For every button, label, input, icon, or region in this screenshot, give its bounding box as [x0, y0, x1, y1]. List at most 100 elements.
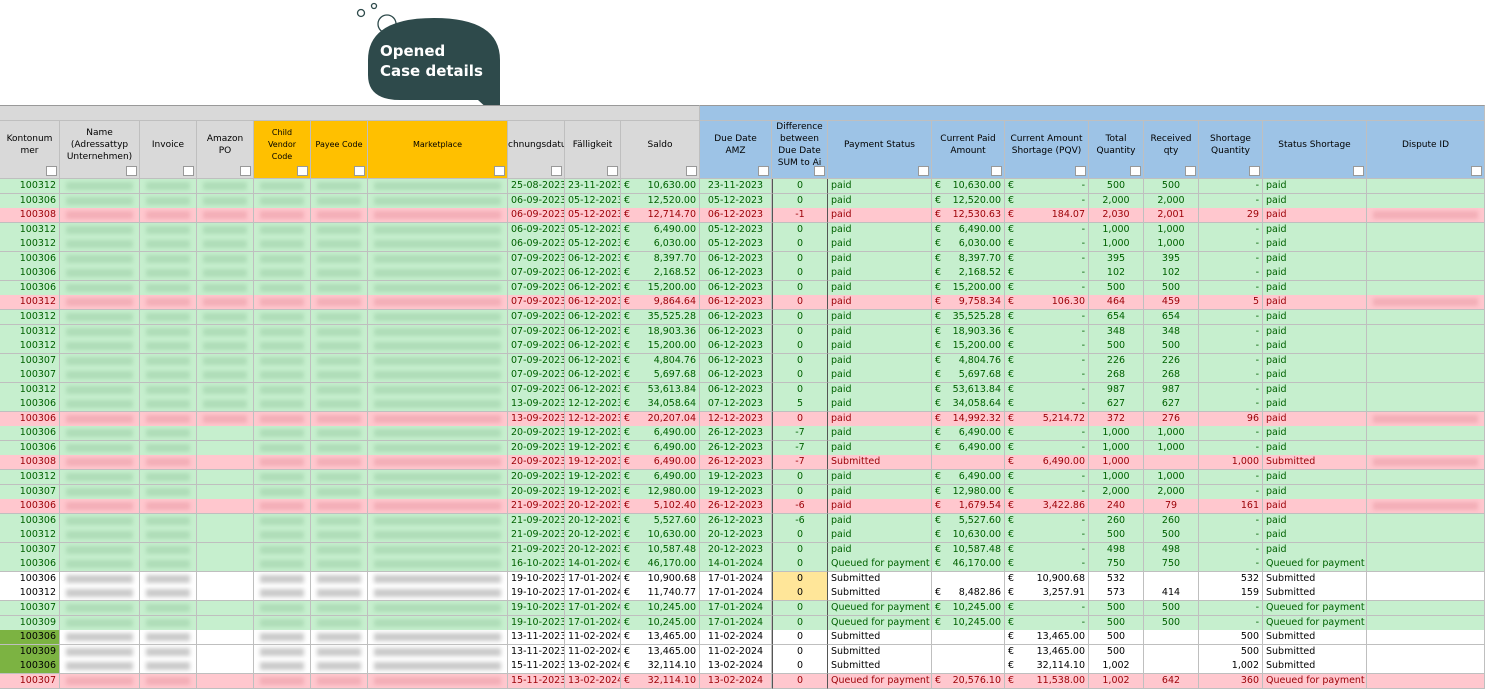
redacted-text	[146, 487, 190, 496]
cell	[197, 222, 254, 238]
cell	[60, 615, 140, 631]
cell: 0	[772, 644, 828, 660]
cell: paid	[828, 353, 932, 369]
redacted-text	[374, 342, 501, 351]
cell: 23-11-2023	[700, 179, 772, 195]
cell-text: 20-12-2023	[707, 529, 764, 541]
cell-text: 100306	[19, 194, 56, 206]
filter-button[interactable]	[1075, 166, 1086, 176]
cell: 06-12-2023	[565, 339, 621, 355]
cell-text: 2,000	[1157, 194, 1185, 206]
cell: -	[1199, 557, 1263, 573]
cell: paid	[828, 208, 932, 224]
filter-button[interactable]	[240, 166, 251, 176]
cell-text: 10,630.00	[952, 529, 1001, 541]
cell	[254, 193, 311, 209]
filter-button[interactable]	[494, 166, 505, 176]
cell-text: 100312	[19, 383, 56, 395]
cell-text: Queued for payment	[831, 616, 930, 628]
cell-text: paid	[1266, 325, 1287, 337]
cell-text: 06-12-2023	[568, 369, 621, 381]
cell	[140, 237, 197, 253]
cell-text: 100306	[19, 427, 56, 439]
currency-sign: €	[1008, 601, 1015, 613]
cell: paid	[1263, 324, 1367, 340]
cell-text: 500	[1106, 616, 1126, 628]
cell	[254, 600, 311, 616]
cell-text: 100307	[19, 369, 56, 381]
cell: -	[1199, 222, 1263, 238]
cell-text: -7	[795, 427, 805, 439]
cell-text: 12-12-2023	[568, 398, 621, 410]
cell	[197, 644, 254, 660]
currency-sign: €	[935, 369, 942, 381]
filter-button[interactable]	[991, 166, 1002, 176]
redacted-text	[374, 269, 501, 278]
cell	[932, 644, 1005, 660]
cell: €10,630.00	[621, 528, 700, 544]
cell: €9,864.64	[621, 295, 700, 311]
cell-text: -	[1255, 383, 1259, 395]
filter-button[interactable]	[1130, 166, 1141, 176]
cell: €46,170.00	[932, 557, 1005, 573]
currency-sign: €	[624, 238, 631, 250]
filter-button[interactable]	[918, 166, 929, 176]
filter-button[interactable]	[686, 166, 697, 176]
cell: €12,530.63	[932, 208, 1005, 224]
redacted-text	[374, 676, 501, 685]
cell-text: 100312	[19, 296, 56, 308]
cell	[368, 208, 508, 224]
cell	[197, 615, 254, 631]
redacted-text	[260, 560, 304, 569]
cell: paid	[828, 411, 932, 427]
cell: €12,980.00	[621, 484, 700, 500]
filter-button[interactable]	[297, 166, 308, 176]
filter-button[interactable]	[1353, 166, 1364, 176]
cell: 100307	[0, 484, 60, 500]
filter-button[interactable]	[814, 166, 825, 176]
column-header: Marketplace	[368, 121, 508, 179]
cell: €32,114.10	[1005, 659, 1089, 675]
filter-button[interactable]	[126, 166, 137, 176]
filter-button[interactable]	[758, 166, 769, 176]
cell-text: 10,900.68	[647, 572, 696, 584]
cell: € -	[1005, 324, 1089, 340]
filter-button[interactable]	[551, 166, 562, 176]
cell	[197, 237, 254, 253]
cell: paid	[1263, 440, 1367, 456]
cell: 0	[772, 237, 828, 253]
filter-button[interactable]	[183, 166, 194, 176]
cell-text: 26-12-2023	[707, 514, 764, 526]
cell-text: 10,630.00	[647, 529, 696, 541]
filter-button[interactable]	[354, 166, 365, 176]
cell: 16-10-2023	[508, 557, 565, 573]
cell-text: 06-12-2023	[568, 325, 621, 337]
currency-sign: €	[1008, 645, 1015, 657]
currency-sign: €	[935, 238, 942, 250]
cell-text: 100306	[19, 252, 56, 264]
cell: €10,900.68	[1005, 571, 1089, 587]
cell	[311, 673, 368, 689]
cell-text: 987	[1161, 383, 1181, 395]
cell: 161	[1199, 499, 1263, 515]
cell-text: 100307	[19, 354, 56, 366]
cell: 100307	[0, 542, 60, 558]
filter-button[interactable]	[607, 166, 618, 176]
cell: € -	[1005, 309, 1089, 325]
cell: 21-09-2023	[508, 513, 565, 529]
cell	[254, 208, 311, 224]
cell: 17-01-2024	[565, 586, 621, 602]
filter-button[interactable]	[1185, 166, 1196, 176]
cell: -	[1199, 426, 1263, 442]
cell	[311, 397, 368, 413]
filter-button[interactable]	[1471, 166, 1482, 176]
cell: €35,525.28	[932, 309, 1005, 325]
cell-text: 0	[796, 267, 804, 279]
cell-text: 0	[796, 471, 804, 482]
currency-sign: €	[624, 354, 631, 366]
filter-button[interactable]	[1249, 166, 1260, 176]
cell: 06-09-2023	[508, 208, 565, 224]
filter-button[interactable]	[46, 166, 57, 176]
redacted-text	[317, 371, 361, 380]
cell: Submitted	[828, 659, 932, 675]
